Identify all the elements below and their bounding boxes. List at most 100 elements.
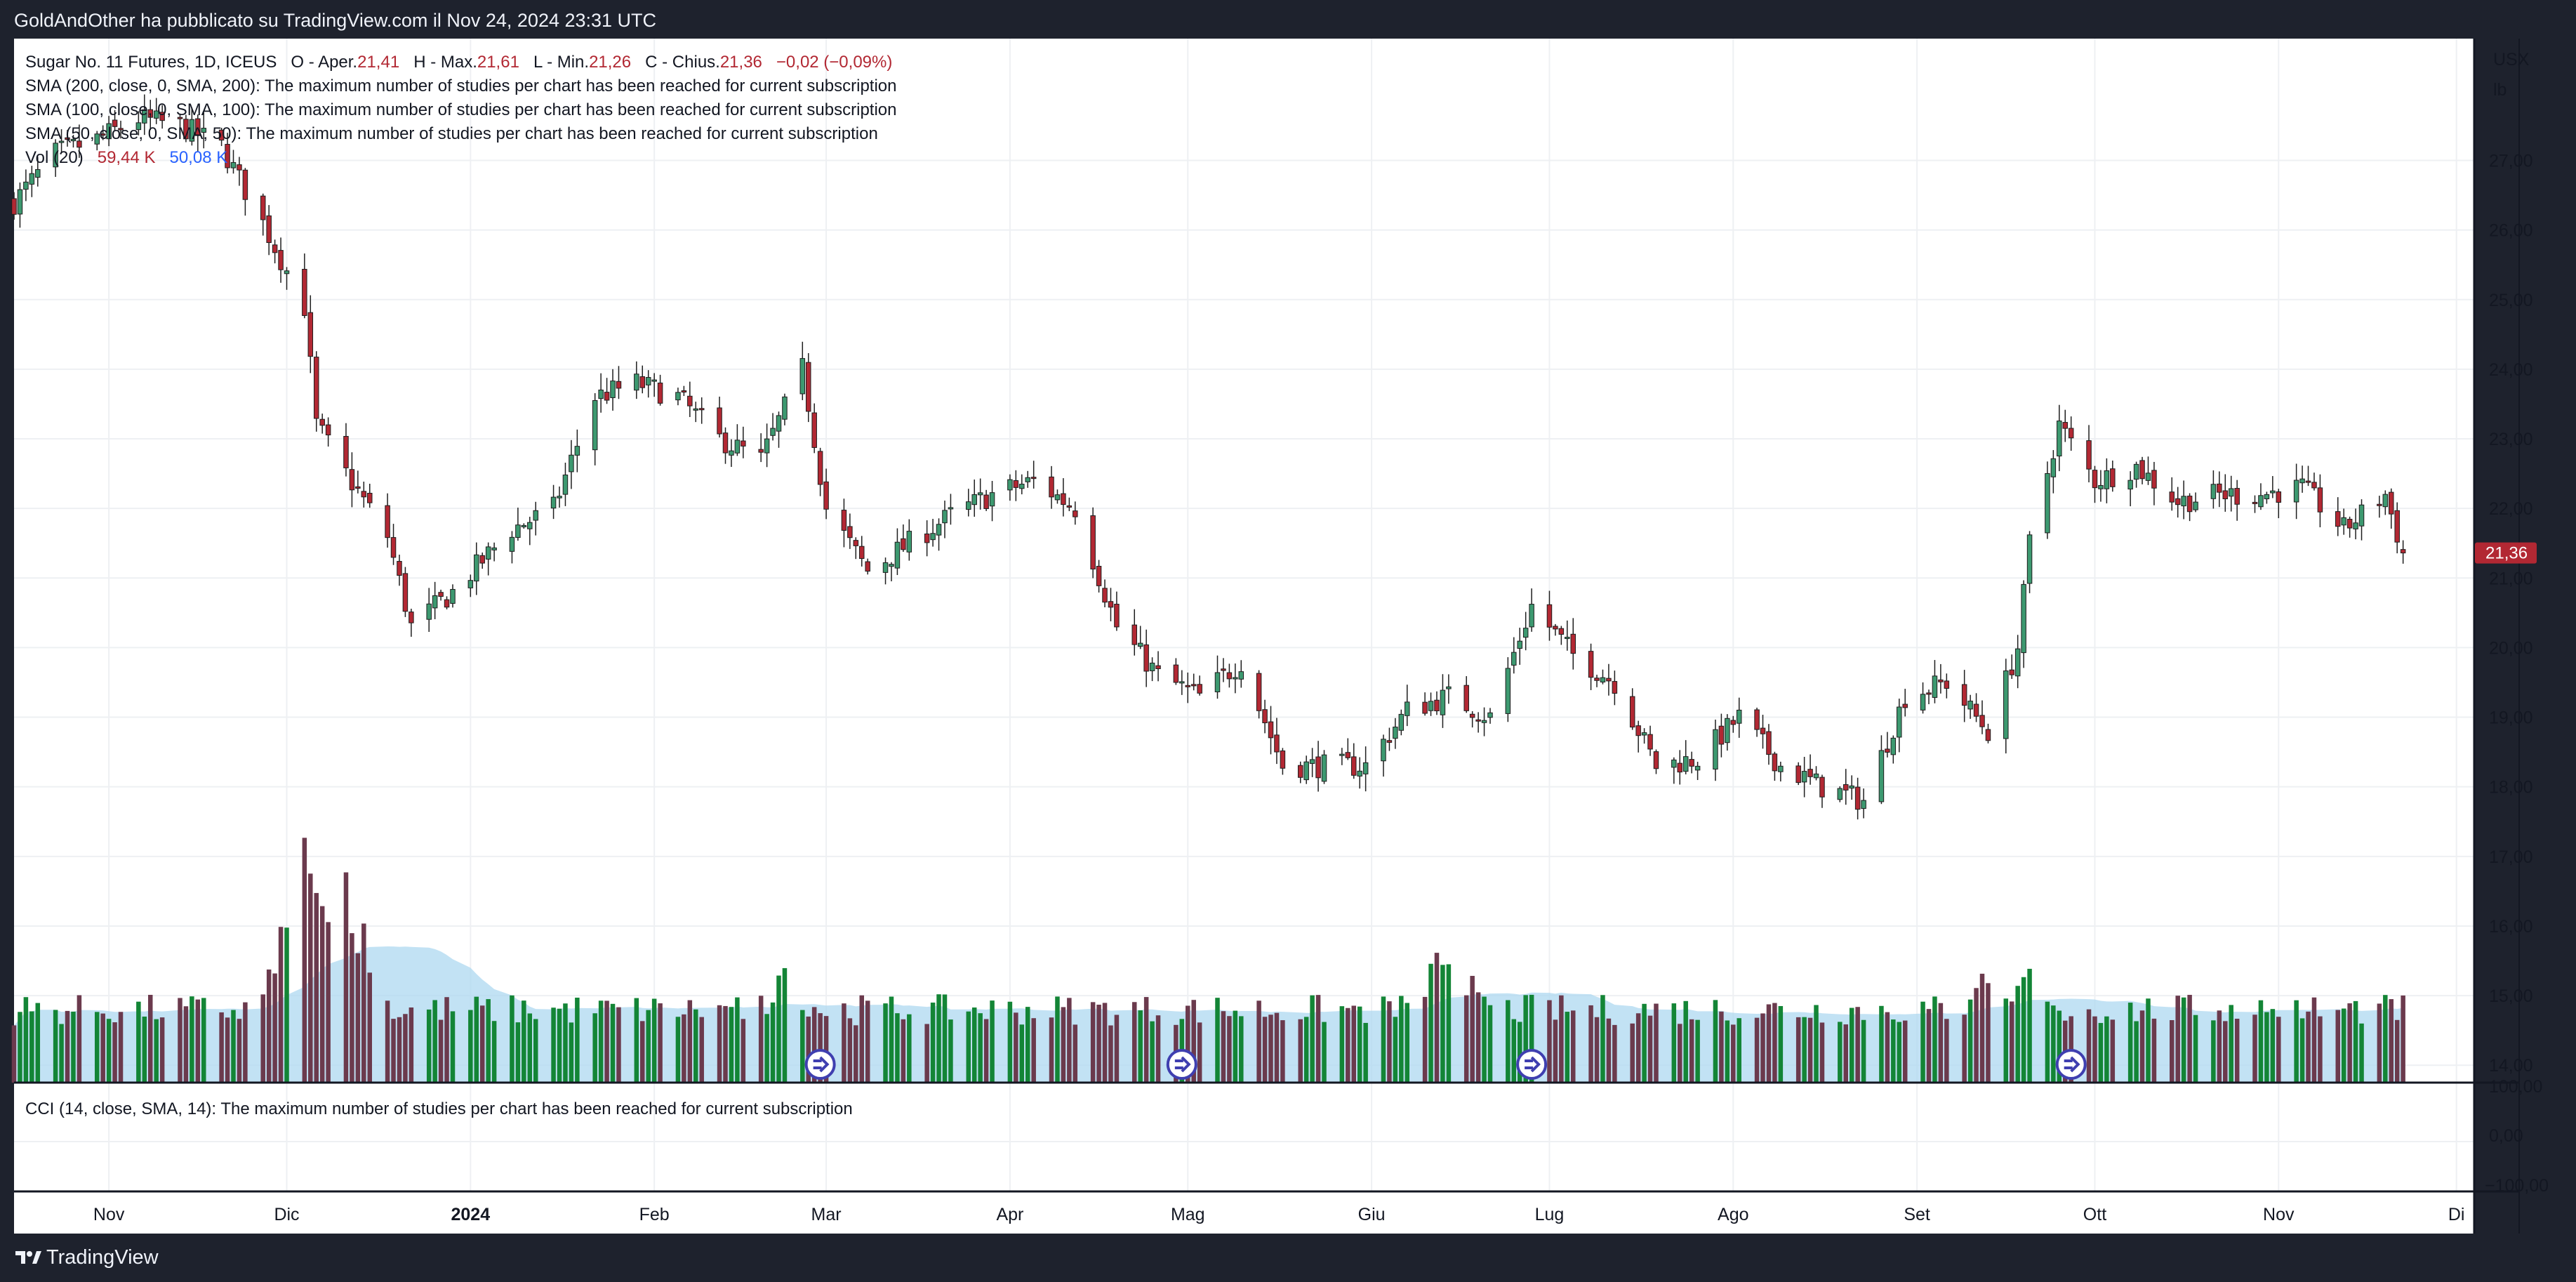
tradingview-logo-icon: [15, 1251, 41, 1264]
candle: [2341, 517, 2346, 526]
volume-bar: [159, 1017, 165, 1083]
candle: [1256, 673, 1262, 711]
candle: [805, 362, 811, 412]
volume-bar: [2181, 997, 2186, 1083]
candle: [1357, 770, 1362, 777]
volume-bar: [1215, 998, 1220, 1083]
volume-bar: [990, 1000, 995, 1083]
volume-bar: [1381, 996, 1386, 1083]
candle: [183, 119, 189, 140]
volume-bar: [2110, 1019, 2116, 1083]
volume-bar: [1517, 1022, 1522, 1083]
candle: [557, 496, 562, 498]
candle: [1303, 761, 1309, 781]
volume-bar: [2045, 1001, 2050, 1083]
volume-bar: [907, 1014, 912, 1083]
volume-bar: [2175, 996, 2180, 1083]
price-axis-labels[interactable]: 14,00 15,00 16,00 17,00 18,00 19,00 20,00 21,00…: [2489, 151, 2533, 1076]
candle: [610, 381, 616, 398]
volume-bar: [2217, 1010, 2222, 1083]
volume-bar: [2151, 1018, 2157, 1083]
volume-bar: [2057, 1010, 2062, 1083]
candle: [1938, 679, 1944, 682]
volume-bar: [284, 927, 289, 1083]
candle: [1641, 732, 1647, 736]
price-label: 18,00: [2489, 778, 2533, 798]
candle: [948, 507, 954, 510]
volume-bar: [1772, 1003, 1777, 1083]
volume-bar: [450, 1011, 456, 1083]
candle: [1013, 480, 1019, 488]
time-axis-labels[interactable]: Nov Dic 2024 Feb Mar Apr Mag Giu Lug Ago Set Ott Nov…: [93, 1205, 2465, 1224]
candle: [811, 412, 817, 448]
dividend-marker-icon[interactable]: [804, 1049, 836, 1080]
candle: [1475, 719, 1481, 722]
dividend-marker-icon[interactable]: [1516, 1049, 1548, 1080]
candle: [432, 595, 438, 609]
legend-sma100[interactable]: SMA (100, close, 0, SMA, 100): The maxim…: [25, 100, 897, 119]
candle: [1730, 720, 1737, 725]
volume-bar: [515, 1022, 521, 1083]
volume-bar: [2223, 1021, 2228, 1083]
candle: [657, 382, 663, 404]
candle: [307, 312, 314, 357]
candle: [1985, 729, 1991, 741]
candle: [1505, 668, 1511, 714]
candle: [1297, 765, 1303, 778]
volume-bar: [1268, 1015, 1273, 1083]
legend-volume[interactable]: Vol (20) 59,44 K 50,08 K: [25, 148, 228, 167]
legend-symbol[interactable]: Sugar No. 11 Futures, 1D, ICEUS: [25, 53, 277, 72]
candle: [924, 533, 930, 543]
volume-bar: [646, 1010, 651, 1083]
tradingview-brand[interactable]: TradingView: [46, 1246, 159, 1269]
volume-bar: [2146, 998, 2151, 1083]
legend-sma200[interactable]: SMA (200, close, 0, SMA, 200): The maxim…: [25, 77, 897, 95]
price-label: 20,00: [2489, 638, 2533, 658]
volume-bar: [2335, 1010, 2340, 1083]
volume-bar: [1197, 1022, 1202, 1083]
legend-cci[interactable]: CCI (14, close, SMA, 14): The maximum nu…: [25, 1099, 853, 1118]
candle: [1096, 566, 1102, 586]
volume-bar: [319, 906, 325, 1083]
legend-high: 21,61: [477, 53, 519, 72]
candle: [1190, 684, 1197, 687]
candle: [1897, 706, 1902, 738]
chart[interactable]: 14,00 15,00 16,00 17,00 18,00 19,00 20,00 21,00…: [0, 39, 2576, 1234]
candle: [2270, 490, 2276, 494]
dividend-marker-icon[interactable]: [1166, 1049, 1197, 1080]
candle: [366, 492, 373, 503]
volume-bar: [1902, 1020, 1908, 1083]
candle: [1268, 721, 1274, 739]
volume-bar: [1588, 1005, 1593, 1083]
candle: [1588, 651, 1594, 678]
candle: [841, 510, 847, 531]
candle: [1973, 703, 1979, 717]
volume-bar: [551, 1007, 556, 1083]
volume-bar: [2306, 1011, 2311, 1083]
volume-bar: [1731, 1024, 1736, 1083]
candle: [1221, 668, 1226, 671]
volume-bar: [1108, 1025, 1113, 1083]
volume-bar: [1565, 1012, 1570, 1083]
candle: [1612, 681, 1618, 694]
candle: [1689, 759, 1694, 767]
candle: [2169, 491, 2175, 503]
candle: [858, 546, 865, 560]
candle: [936, 524, 942, 536]
candle: [1061, 493, 1066, 505]
candle: [1339, 753, 1345, 756]
candle: [1558, 628, 1565, 635]
legend-volume-ma: 50,08 K: [169, 148, 228, 167]
volume-bar: [385, 1000, 390, 1083]
candle: [1049, 476, 1054, 498]
time-label: Lug: [1535, 1205, 1565, 1224]
candle: [1025, 477, 1030, 482]
volume-bar: [1025, 1007, 1030, 1083]
legend-sma50[interactable]: SMA (50, close, 0, SMA, 50): The maximum…: [25, 124, 878, 143]
candle: [1422, 701, 1428, 714]
volume-bar: [2270, 1009, 2276, 1083]
volume-bar: [1713, 1000, 1718, 1083]
dividend-marker-icon[interactable]: [2055, 1049, 2087, 1080]
volume-bar: [936, 994, 941, 1083]
candle: [467, 580, 474, 588]
